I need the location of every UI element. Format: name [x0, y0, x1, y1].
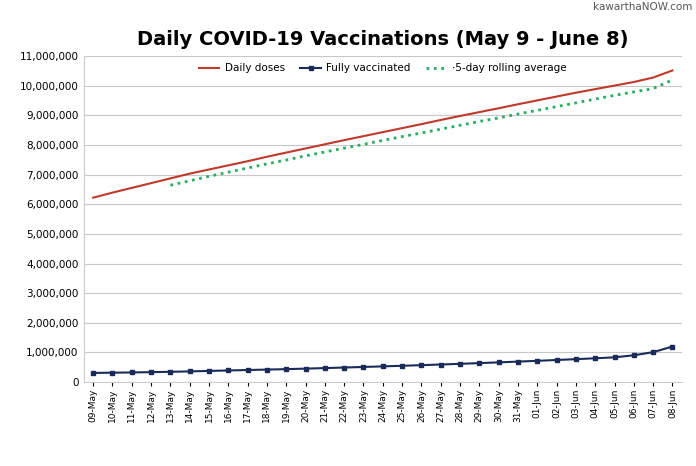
Daily doses [610, 83, 619, 89]
Title: Daily COVID-19 Vaccinations (May 9 - June 8): Daily COVID-19 Vaccinations (May 9 - Jun… [137, 30, 628, 49]
Daily doses [127, 185, 136, 191]
⋅5-day rolling average [610, 93, 619, 98]
Fully vaccinated [282, 366, 290, 372]
Daily doses [649, 75, 657, 80]
Fully vaccinated [205, 368, 213, 374]
Fully vaccinated [591, 356, 599, 361]
Daily doses [186, 171, 194, 177]
⋅5-day rolling average [436, 126, 445, 132]
Fully vaccinated [398, 363, 406, 369]
Daily doses [494, 105, 503, 111]
Daily doses [224, 163, 232, 168]
Fully vaccinated [244, 367, 252, 373]
Fully vaccinated [610, 355, 619, 360]
Fully vaccinated [301, 366, 310, 371]
Fully vaccinated [514, 359, 522, 364]
⋅5-day rolling average [321, 149, 329, 155]
Fully vaccinated [475, 360, 484, 366]
⋅5-day rolling average [205, 173, 213, 179]
Fully vaccinated [263, 367, 271, 372]
Fully vaccinated [340, 365, 349, 370]
Daily doses [340, 137, 349, 143]
⋅5-day rolling average [224, 169, 232, 175]
Daily doses [89, 195, 97, 200]
Daily doses [591, 86, 599, 92]
Daily doses [668, 68, 677, 73]
⋅5-day rolling average [553, 104, 561, 110]
⋅5-day rolling average [533, 108, 541, 113]
⋅5-day rolling average [340, 145, 349, 151]
⋅5-day rolling average [475, 119, 484, 124]
⋅5-day rolling average [571, 100, 580, 106]
Daily doses [630, 79, 638, 85]
Daily doses [282, 150, 290, 155]
Daily doses [205, 167, 213, 172]
Daily doses [166, 176, 175, 181]
Daily doses [263, 154, 271, 159]
⋅5-day rolling average [514, 111, 522, 117]
Fully vaccinated [147, 370, 155, 375]
Fully vaccinated [166, 369, 175, 375]
Daily doses [109, 190, 117, 195]
Line: Daily doses: Daily doses [93, 70, 672, 198]
Fully vaccinated [417, 363, 425, 368]
Line: Fully vaccinated: Fully vaccinated [91, 345, 674, 375]
⋅5-day rolling average [494, 115, 503, 121]
Fully vaccinated [89, 370, 97, 376]
Fully vaccinated [630, 352, 638, 358]
⋅5-day rolling average [301, 153, 310, 158]
⋅5-day rolling average [166, 182, 175, 188]
Fully vaccinated [668, 344, 677, 350]
Fully vaccinated [379, 363, 387, 369]
Fully vaccinated [436, 362, 445, 367]
⋅5-day rolling average [591, 96, 599, 102]
⋅5-day rolling average [244, 165, 252, 171]
⋅5-day rolling average [186, 178, 194, 184]
Fully vaccinated [456, 361, 464, 367]
Daily doses [571, 90, 580, 96]
Fully vaccinated [533, 358, 541, 363]
⋅5-day rolling average [282, 157, 290, 163]
Fully vaccinated [649, 350, 657, 355]
Daily doses [244, 158, 252, 164]
⋅5-day rolling average [668, 77, 677, 83]
Fully vaccinated [321, 365, 329, 371]
Fully vaccinated [224, 368, 232, 373]
Fully vaccinated [186, 369, 194, 374]
Daily doses [321, 142, 329, 147]
Fully vaccinated [127, 370, 136, 375]
Legend: Daily doses, Fully vaccinated, ⋅5-day rolling average: Daily doses, Fully vaccinated, ⋅5-day ro… [194, 59, 571, 77]
⋅5-day rolling average [417, 130, 425, 136]
Line: ⋅5-day rolling average: ⋅5-day rolling average [171, 80, 672, 185]
Daily doses [553, 94, 561, 99]
Daily doses [398, 125, 406, 131]
⋅5-day rolling average [359, 142, 367, 147]
Daily doses [379, 130, 387, 135]
⋅5-day rolling average [263, 161, 271, 167]
Daily doses [147, 180, 155, 186]
Fully vaccinated [494, 360, 503, 365]
Fully vaccinated [359, 364, 367, 370]
Daily doses [475, 110, 484, 115]
⋅5-day rolling average [398, 134, 406, 139]
Daily doses [456, 113, 464, 119]
⋅5-day rolling average [630, 89, 638, 95]
⋅5-day rolling average [649, 86, 657, 91]
Fully vaccinated [109, 370, 117, 376]
Daily doses [359, 133, 367, 139]
⋅5-day rolling average [379, 137, 387, 143]
Daily doses [436, 117, 445, 123]
⋅5-day rolling average [456, 123, 464, 128]
Daily doses [533, 97, 541, 103]
Fully vaccinated [571, 356, 580, 362]
Daily doses [417, 121, 425, 127]
Daily doses [301, 146, 310, 151]
Fully vaccinated [553, 357, 561, 363]
Text: kawarthaNOW.com: kawarthaNOW.com [593, 2, 693, 12]
Daily doses [514, 102, 522, 107]
